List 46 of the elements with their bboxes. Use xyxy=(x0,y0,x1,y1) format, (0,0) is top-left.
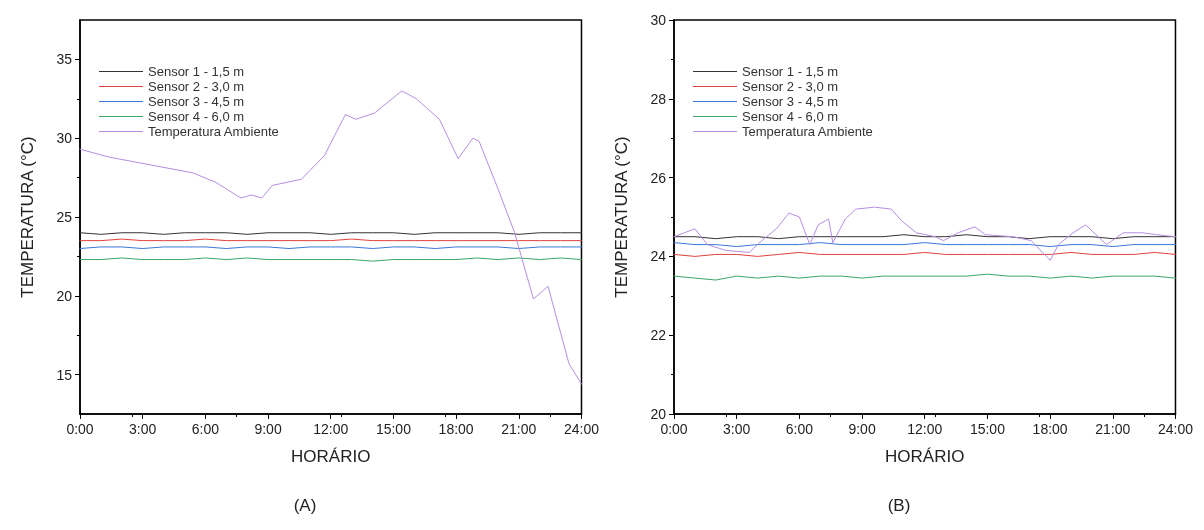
x-tick-label: 0:00 xyxy=(660,421,688,437)
x-tick-label: 12:00 xyxy=(907,421,943,437)
x-tick-label: 12:00 xyxy=(313,421,349,437)
legend-label: Temperatura Ambiente xyxy=(742,124,873,139)
legend-label: Sensor 1 - 1,5 m xyxy=(148,64,245,79)
y-tick-label: 25 xyxy=(56,209,73,225)
y-tick-label: 26 xyxy=(650,169,667,186)
x-tick-label: 18:00 xyxy=(1032,421,1068,437)
y-tick-label: 28 xyxy=(650,90,667,107)
y-tick-label: 20 xyxy=(56,287,73,304)
y-tick-label: 24 xyxy=(650,248,667,265)
legend-label: Sensor 2 - 3,0 m xyxy=(148,79,245,94)
x-tick-label: 6:00 xyxy=(785,421,814,437)
y-tick-label: 30 xyxy=(56,130,73,147)
x-tick-label: 24:00 xyxy=(1157,421,1194,437)
legend-label: Sensor 1 - 1,5 m xyxy=(742,64,839,79)
text: (A) xyxy=(293,496,317,515)
line-series xyxy=(673,206,1176,261)
x-axis-title: HORÁRIO xyxy=(885,447,965,466)
x-tick-label: 3:00 xyxy=(723,421,751,437)
y-axis-title: TEMPERATURA (°C) xyxy=(612,136,631,298)
y-tick-label: 22 xyxy=(650,327,667,344)
y-tick-label: 20 xyxy=(650,406,667,422)
x-tick-label: 24:00 xyxy=(563,421,600,437)
x-tick-label: 18:00 xyxy=(438,421,474,437)
legend-label: Sensor 3 - 4,5 m xyxy=(148,94,245,109)
x-tick-label: 15:00 xyxy=(375,421,412,437)
legend-label: Sensor 4 - 6,0 m xyxy=(742,109,839,124)
text: (B) xyxy=(887,496,911,515)
x-tick-label: 9:00 xyxy=(848,421,876,437)
x-axis-title: HORÁRIO xyxy=(291,447,371,466)
legend-label: Sensor 3 - 4,5 m xyxy=(742,94,839,109)
x-tick-label: 9:00 xyxy=(254,421,282,437)
x-tick-label: 6:00 xyxy=(191,421,220,437)
x-tick-label: 21:00 xyxy=(501,421,537,437)
legend-label: Sensor 2 - 3,0 m xyxy=(742,79,839,94)
legend-label: Sensor 4 - 6,0 m xyxy=(148,109,245,124)
legend-label: Temperatura Ambiente xyxy=(148,124,279,139)
y-tick-label: 35 xyxy=(56,51,73,68)
x-tick-label: 21:00 xyxy=(1095,421,1131,437)
y-tick-label: 30 xyxy=(650,12,667,28)
x-tick-label: 0:00 xyxy=(66,421,94,437)
x-tick-label: 3:00 xyxy=(129,421,157,437)
y-tick-label: 15 xyxy=(56,366,73,383)
x-tick-label: 15:00 xyxy=(969,421,1006,437)
y-axis-title: TEMPERATURA (°C) xyxy=(18,136,37,298)
